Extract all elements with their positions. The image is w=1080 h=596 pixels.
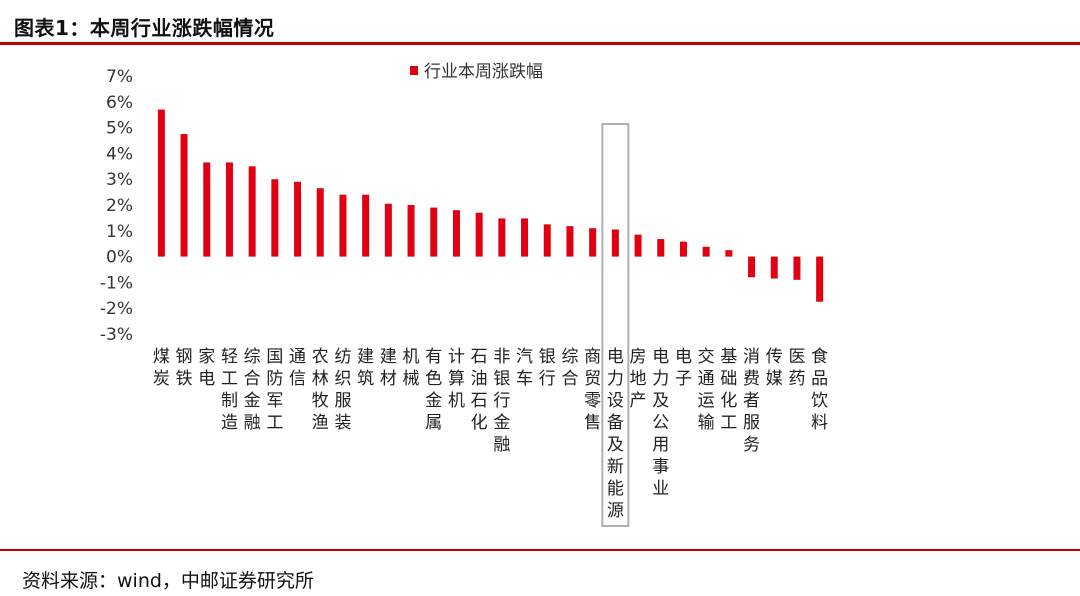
source-note: 资料来源：wind，中邮证券研究所: [22, 570, 314, 592]
category-label: 传媒: [766, 347, 783, 389]
category-label: 家电: [198, 347, 215, 389]
category-label: 建筑: [357, 347, 374, 389]
highlight-box: [601, 123, 630, 527]
category-label: 国防军工: [266, 347, 283, 433]
legend-label: 行业本周涨跌幅: [424, 62, 543, 82]
y-tick-label: 3%: [106, 170, 133, 190]
bar: [384, 203, 392, 257]
y-tick-label: 7%: [106, 67, 133, 87]
bar: [634, 234, 642, 257]
category-label: 计算机: [448, 347, 465, 411]
category-label: 建材: [380, 347, 397, 389]
bar: [294, 181, 302, 257]
category-labels: 煤炭钢铁家电轻工制造综合金融国防军工通信农林牧渔纺织服装建筑建材机械有色金属计算…: [153, 347, 828, 521]
category-label: 轻工制造: [221, 347, 238, 433]
bar: [203, 162, 211, 257]
category-label: 电力及公用事业: [652, 347, 669, 499]
bar: [271, 179, 279, 257]
bar: [702, 246, 710, 257]
chart-title: 图表1：本周行业涨跌幅情况: [14, 16, 275, 40]
category-label: 交通运输: [698, 347, 715, 433]
category-label: 电子: [675, 347, 692, 389]
category-label: 银行: [539, 347, 556, 389]
bar: [498, 218, 506, 257]
bar: [566, 226, 574, 257]
bar: [475, 212, 483, 257]
category-label: 基础化工: [720, 347, 737, 433]
bar: [543, 224, 551, 257]
bar: [589, 228, 597, 257]
category-label: 钢铁: [176, 347, 193, 389]
legend: 行业本周涨跌幅: [410, 62, 543, 82]
y-tick-label: -1%: [100, 273, 133, 293]
y-axis: 7% 6% 5% 4% 3% 2% 1% 0% -1% -2% -3%: [100, 67, 133, 345]
bar: [225, 162, 233, 257]
bars: [157, 109, 824, 302]
bar: [180, 134, 188, 257]
y-tick-label: -3%: [100, 325, 133, 345]
category-label: 石油石化: [471, 347, 488, 433]
category-label: 房地产: [630, 347, 647, 411]
category-label: 农林牧渔: [312, 347, 329, 433]
bar: [816, 256, 824, 302]
bar: [407, 205, 415, 257]
y-tick-label: 5%: [106, 119, 133, 139]
bar: [725, 250, 733, 257]
category-label: 通信: [289, 347, 306, 389]
category-label: 有色金属: [425, 347, 442, 433]
category-label: 煤炭: [153, 347, 170, 389]
bar: [452, 210, 460, 257]
category-label: 汽车: [516, 347, 533, 389]
y-tick-label: 4%: [106, 144, 133, 164]
category-label: 消费者服务: [743, 347, 760, 455]
top-rule: [0, 42, 1080, 45]
bar: [157, 109, 165, 257]
category-label: 机械: [403, 347, 420, 389]
y-tick-label: 1%: [106, 222, 133, 242]
category-label: 医药: [788, 347, 805, 389]
bar: [657, 239, 665, 257]
category-label: 综合: [561, 347, 578, 389]
bar: [770, 256, 778, 279]
category-label: 非银行金融: [493, 347, 510, 455]
bar: [611, 229, 619, 257]
bar: [430, 207, 438, 257]
bar: [793, 256, 801, 280]
bar: [248, 166, 256, 257]
bar: [748, 256, 756, 278]
bar: [316, 188, 324, 257]
category-label: 综合金融: [244, 347, 261, 433]
category-label: 食品饮料: [811, 347, 828, 433]
category-label: 纺织服装: [334, 347, 351, 433]
legend-swatch: [410, 66, 418, 75]
y-tick-label: 0%: [106, 248, 133, 268]
bottom-rule: [0, 549, 1080, 551]
bar: [679, 241, 687, 257]
bar: [339, 194, 347, 257]
y-tick-label: 2%: [106, 196, 133, 216]
category-label: 电力设备及新能源: [607, 347, 624, 521]
y-tick-label: 6%: [106, 93, 133, 113]
bar: [362, 194, 370, 257]
bar: [521, 218, 529, 257]
y-tick-label: -2%: [100, 299, 133, 319]
category-label: 商贸零售: [584, 347, 601, 433]
